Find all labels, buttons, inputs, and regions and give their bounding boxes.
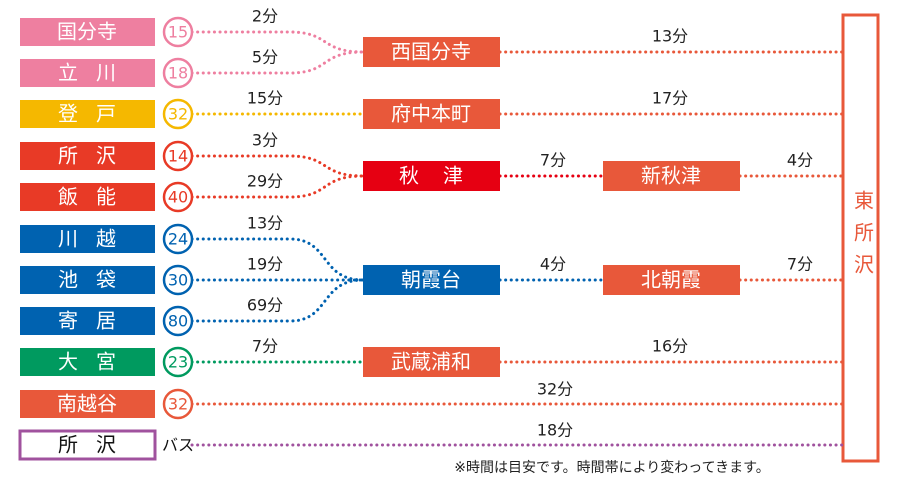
time-label: 13分	[247, 214, 283, 233]
hub-name: 府中本町	[391, 102, 471, 126]
origin-box	[20, 142, 155, 170]
time-label: 15分	[247, 89, 283, 108]
time-label: 4分	[540, 255, 566, 274]
origin-name: 寄居	[58, 309, 134, 333]
badge: 23	[168, 353, 188, 372]
origin-box	[20, 307, 155, 335]
origin-box	[20, 59, 155, 87]
hub-name: 秋津	[399, 164, 487, 188]
connector	[190, 154, 365, 178]
origin-name: 登戸	[58, 102, 134, 126]
origin-box	[20, 18, 155, 46]
origin-box	[18, 429, 157, 461]
hub-box	[363, 161, 500, 191]
time-label: 4分	[787, 151, 813, 170]
origin-name: 所沢	[58, 144, 134, 168]
destination: 東所沢	[851, 190, 875, 286]
transfer-box	[603, 265, 740, 295]
badge: 14	[168, 147, 188, 166]
badge-circle	[162, 16, 194, 48]
time-label: 32分	[537, 380, 573, 399]
time-label: 5分	[252, 48, 278, 67]
badge-circle	[162, 264, 194, 296]
destination-box	[841, 13, 880, 463]
badge-circle	[162, 388, 194, 420]
badge-circle	[162, 181, 194, 213]
time-label: 2分	[252, 7, 278, 26]
hub-name: 西国分寺	[391, 40, 471, 64]
hub-box	[363, 37, 500, 67]
badge: 32	[168, 395, 188, 414]
time-label: 69分	[247, 296, 283, 315]
origin-name: 立川	[58, 61, 134, 85]
origin-box	[20, 348, 155, 376]
badge-circle	[162, 57, 194, 89]
badge: 24	[168, 230, 188, 249]
origin-box	[20, 390, 155, 418]
transfer-box	[603, 161, 740, 191]
time-label: 16分	[652, 337, 688, 356]
badge: 30	[168, 271, 188, 290]
badge: 15	[168, 23, 188, 42]
badge-circle	[162, 140, 194, 172]
badge: 40	[168, 188, 188, 207]
badge: 18	[168, 64, 188, 83]
origin-box	[20, 183, 155, 211]
hub-name: 武蔵浦和	[391, 350, 471, 374]
origin-name: 飯能	[58, 185, 134, 209]
time-label: 19分	[247, 255, 283, 274]
note: ※時間は目安です。時間帯により変わってきます。	[454, 459, 770, 476]
transfer-name: 新秋津	[641, 164, 701, 188]
badge: 80	[168, 312, 188, 331]
hub-box	[363, 265, 500, 295]
time-label: 17分	[652, 89, 688, 108]
origin-box	[20, 225, 155, 253]
badge: 32	[168, 105, 188, 124]
hub-box	[363, 99, 500, 129]
time-label: 18分	[537, 421, 573, 440]
origin-box	[20, 100, 155, 128]
hub-name: 朝霞台	[401, 268, 461, 292]
time-label: 13分	[652, 27, 688, 46]
origin-name: 池袋	[58, 268, 134, 292]
time-label: 7分	[540, 151, 566, 170]
origin-name: 大宮	[58, 350, 134, 374]
transfer-name: 北朝霞	[641, 268, 701, 292]
origin-box	[20, 266, 155, 294]
origin-name: 国分寺	[57, 20, 117, 44]
connector	[190, 30, 365, 54]
badge-circle	[162, 305, 194, 337]
origin-name: 南越谷	[57, 392, 117, 416]
time-label: 3分	[252, 131, 278, 150]
time-label: 7分	[252, 337, 278, 356]
badge-circle	[162, 98, 194, 130]
connector	[190, 174, 365, 199]
hub-box	[363, 347, 500, 377]
bus-label: バス	[162, 436, 194, 455]
origin-name: 川越	[58, 227, 134, 251]
connector	[190, 50, 365, 75]
origin-name: 所沢	[58, 433, 134, 457]
badge-circle	[162, 346, 194, 378]
time-label: 7分	[787, 255, 813, 274]
badge-circle	[162, 223, 194, 255]
time-label: 29分	[247, 172, 283, 191]
